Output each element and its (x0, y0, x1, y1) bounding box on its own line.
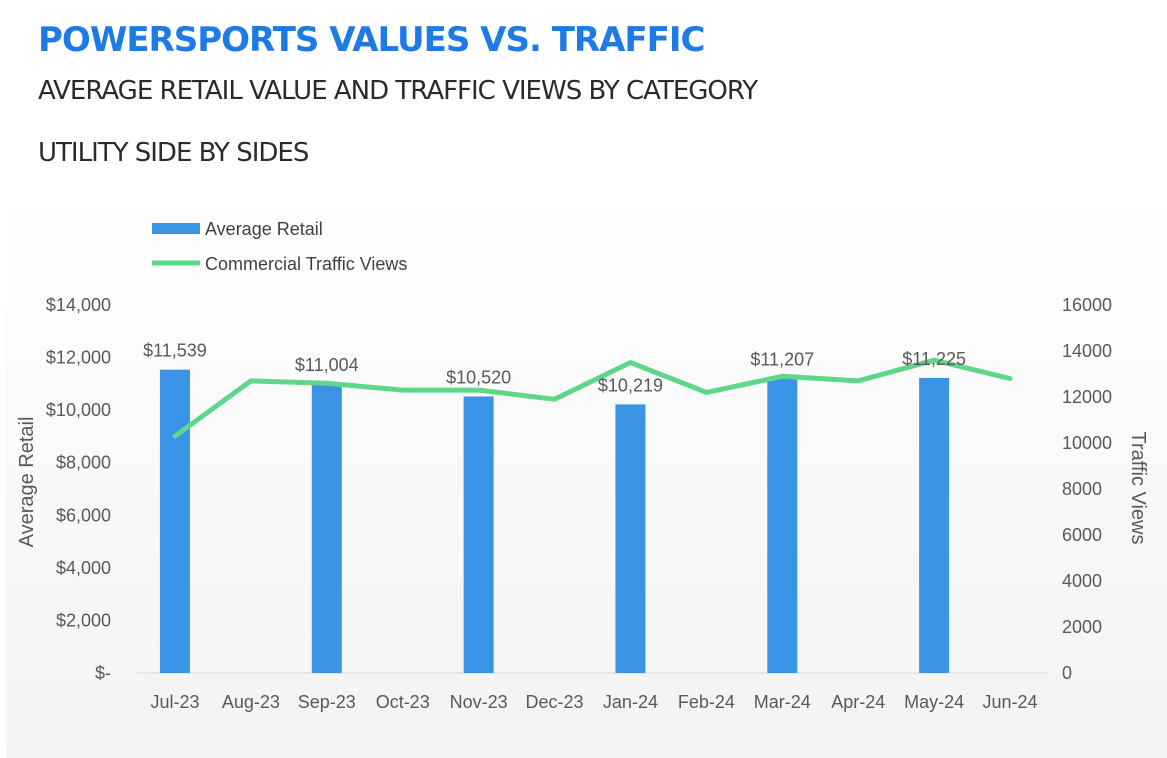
y2-tick-label: 2000 (1062, 617, 1102, 637)
y-axis-label: Average Retail (16, 417, 38, 548)
x-tick-label: Sep-23 (298, 692, 356, 712)
x-tick-label: Feb-24 (678, 692, 735, 712)
y2-axis-label: Traffic Views (1127, 432, 1149, 545)
page-subtitle: AVERAGE RETAIL VALUE AND TRAFFIC VIEWS B… (38, 76, 758, 106)
y-tick-label: $- (95, 663, 111, 683)
x-tick-label: May-24 (904, 692, 964, 712)
legend-label-average-retail: Average Retail (205, 219, 323, 239)
legend-label-commercial-traffic-views: Commercial Traffic Views (205, 254, 407, 274)
plot-area: $- $2,000 $4,000 $6,000 $8,000 $10,000 $12,000… (46, 295, 1112, 712)
y-tick-label: $2,000 (56, 610, 111, 630)
y-tick-label: $14,000 (46, 295, 111, 315)
x-tick-label: Jan-24 (603, 692, 658, 712)
y2-tick-label: 8000 (1062, 479, 1102, 499)
x-tick-label: Mar-24 (754, 692, 811, 712)
category-heading: UTILITY SIDE BY SIDES (38, 138, 309, 168)
chart-panel (6, 192, 1167, 758)
y2-tick-label: 16000 (1062, 295, 1112, 315)
y2-tick-label: 12000 (1062, 387, 1112, 407)
data-label-average-retail: $11,207 (750, 349, 814, 369)
y-tick-label: $8,000 (56, 453, 111, 473)
data-label-average-retail: $11,004 (295, 355, 359, 375)
data-label-average-retail: $10,520 (446, 367, 511, 387)
y2-tick-label: 14000 (1062, 341, 1112, 361)
data-label-average-retail: $10,219 (598, 375, 663, 395)
data-label-average-retail: $11,539 (143, 341, 207, 361)
x-tick-label: Jun-24 (983, 692, 1038, 712)
x-tick-label: Nov-23 (450, 692, 508, 712)
y-tick-label: $10,000 (46, 400, 111, 420)
bar-average-retail (463, 396, 494, 673)
y2-tick-label: 6000 (1062, 525, 1102, 545)
y-tick-label: $12,000 (46, 348, 111, 368)
bar-average-retail (767, 378, 798, 673)
y2-tick-label: 0 (1062, 663, 1072, 683)
bar-average-retail (159, 369, 190, 673)
x-tick-label: Aug-23 (222, 692, 280, 712)
x-tick-label: Dec-23 (526, 692, 584, 712)
page-title: POWERSPORTS VALUES VS. TRAFFIC (38, 20, 705, 60)
bar-average-retail (311, 383, 342, 673)
y2-tick-label: 10000 (1062, 433, 1112, 453)
y2-tick-label: 4000 (1062, 571, 1102, 591)
x-tick-label: Jul-23 (150, 692, 199, 712)
y-tick-label: $4,000 (56, 558, 111, 578)
y-tick-label: $6,000 (56, 505, 111, 525)
x-tick-label: Oct-23 (376, 692, 430, 712)
data-label-average-retail: $11,225 (902, 349, 966, 369)
x-tick-label: Apr-24 (831, 692, 885, 712)
legend-swatch-average-retail (152, 223, 200, 234)
chart-legend: Average Retail Commercial Traffic Views (152, 219, 407, 274)
bar-average-retail (919, 377, 950, 673)
bar-average-retail (615, 404, 646, 673)
line-commercial-traffic-views (172, 357, 1013, 439)
